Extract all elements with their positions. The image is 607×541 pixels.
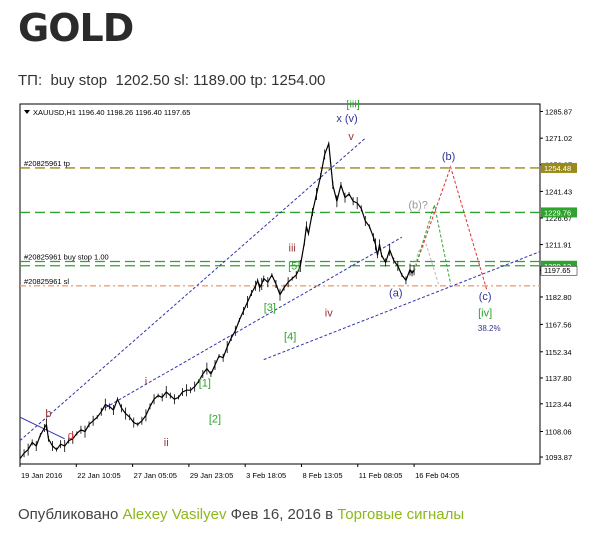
trade-level-label: #20825961 tp <box>24 159 70 168</box>
trade-level-label: #20825961 sl <box>24 277 69 286</box>
author-link[interactable]: Alexey Vasilyev <box>122 506 227 523</box>
y-tick-label: 1285.87 <box>545 107 572 116</box>
channel-trend-line <box>263 251 541 361</box>
x-tick-label: 8 Feb 13:05 <box>302 471 342 480</box>
wave-label: (a) <box>389 288 402 300</box>
wave-label: i <box>145 376 147 388</box>
symbol-info: XAUUSD,H1 1196.40 1198.26 1196.40 1197.6… <box>33 108 190 117</box>
in-label: в <box>325 506 334 523</box>
level-price-tag-text: 1254.48 <box>544 164 571 173</box>
wave-label: 38.2% <box>478 324 501 333</box>
wave-label: (b)? <box>408 199 428 211</box>
dropdown-triangle-icon <box>24 110 30 114</box>
y-tick-label: 1123.44 <box>545 400 572 409</box>
chart-svg: XAUUSD,H1 1196.40 1198.26 1196.40 1197.6… <box>19 100 578 480</box>
published-label: Опубликовано <box>18 506 119 523</box>
trade-signal-line: ТП: buy stop 1202.50 sl: 1189.00 tp: 125… <box>18 72 326 89</box>
trade-level-label: #20825961 buy stop 1.00 <box>24 253 109 262</box>
y-tick-label: 1108.06 <box>545 427 572 436</box>
x-tick-label: 19 Jan 2016 <box>21 471 62 480</box>
x-tick-label: 22 Jan 10:05 <box>77 471 120 480</box>
wave-label: [2] <box>209 414 221 426</box>
wave-b-line <box>19 416 65 440</box>
wave-label: [3] <box>264 302 276 314</box>
wave-label: d <box>68 430 74 442</box>
wave-label: [1] <box>199 378 211 390</box>
x-tick-label: 29 Jan 23:05 <box>190 471 233 480</box>
wave-label: [4] <box>284 331 296 343</box>
level-price-tag <box>541 207 577 218</box>
current-price-tag-text: 1197.65 <box>544 266 571 275</box>
wave-label: [iv] <box>478 307 492 319</box>
level-price-tag <box>541 162 577 173</box>
wave-label: x (v) <box>336 113 357 125</box>
x-tick-label: 16 Feb 04:05 <box>415 471 459 480</box>
page-title: GOLD <box>18 6 134 50</box>
wave-label: b <box>45 408 51 420</box>
y-tick-label: 1093.87 <box>545 453 572 462</box>
category-link[interactable]: Торговые сигналы <box>337 506 465 523</box>
current-price-tag <box>540 265 578 276</box>
x-tick-label: 27 Jan 05:05 <box>134 471 177 480</box>
channel-trend-line <box>19 137 366 441</box>
projected-wave-path <box>413 204 452 285</box>
y-tick-label: 1211.91 <box>545 241 572 250</box>
x-tick-label: 11 Feb 08:05 <box>359 471 403 480</box>
level-price-tag <box>541 260 577 271</box>
wave-label: [5] <box>288 261 300 273</box>
channel-trend-line <box>101 236 403 411</box>
post-footer: Опубликовано Alexey Vasilyev Фев 16, 201… <box>18 506 464 523</box>
wave-label: ii <box>164 437 169 449</box>
y-tick-label: 1152.34 <box>545 348 572 357</box>
wave-label: iv <box>325 307 333 319</box>
level-price-tag-text: 1229.76 <box>544 208 571 217</box>
y-tick-label: 1226.67 <box>545 214 572 223</box>
y-tick-label: 1182.80 <box>545 293 572 302</box>
wave-label: (b) <box>442 151 455 163</box>
wave-label: (c) <box>479 291 492 303</box>
y-tick-label: 1271.02 <box>545 134 572 143</box>
projected-wave-path <box>413 243 439 285</box>
post-date: Фев 16, 2016 <box>230 506 321 523</box>
y-tick-label: 1241.43 <box>545 187 572 196</box>
y-tick-label: 1167.56 <box>545 320 572 329</box>
x-tick-label: 3 Feb 18:05 <box>246 471 286 480</box>
wave-label: v <box>348 131 354 143</box>
wave-label: iii <box>289 243 296 255</box>
y-tick-label: 1137.80 <box>545 374 572 383</box>
plot-frame <box>19 103 541 465</box>
price-chart: XAUUSD,H1 1196.40 1198.26 1196.40 1197.6… <box>18 100 590 486</box>
wave-label: [iii] <box>346 100 359 111</box>
